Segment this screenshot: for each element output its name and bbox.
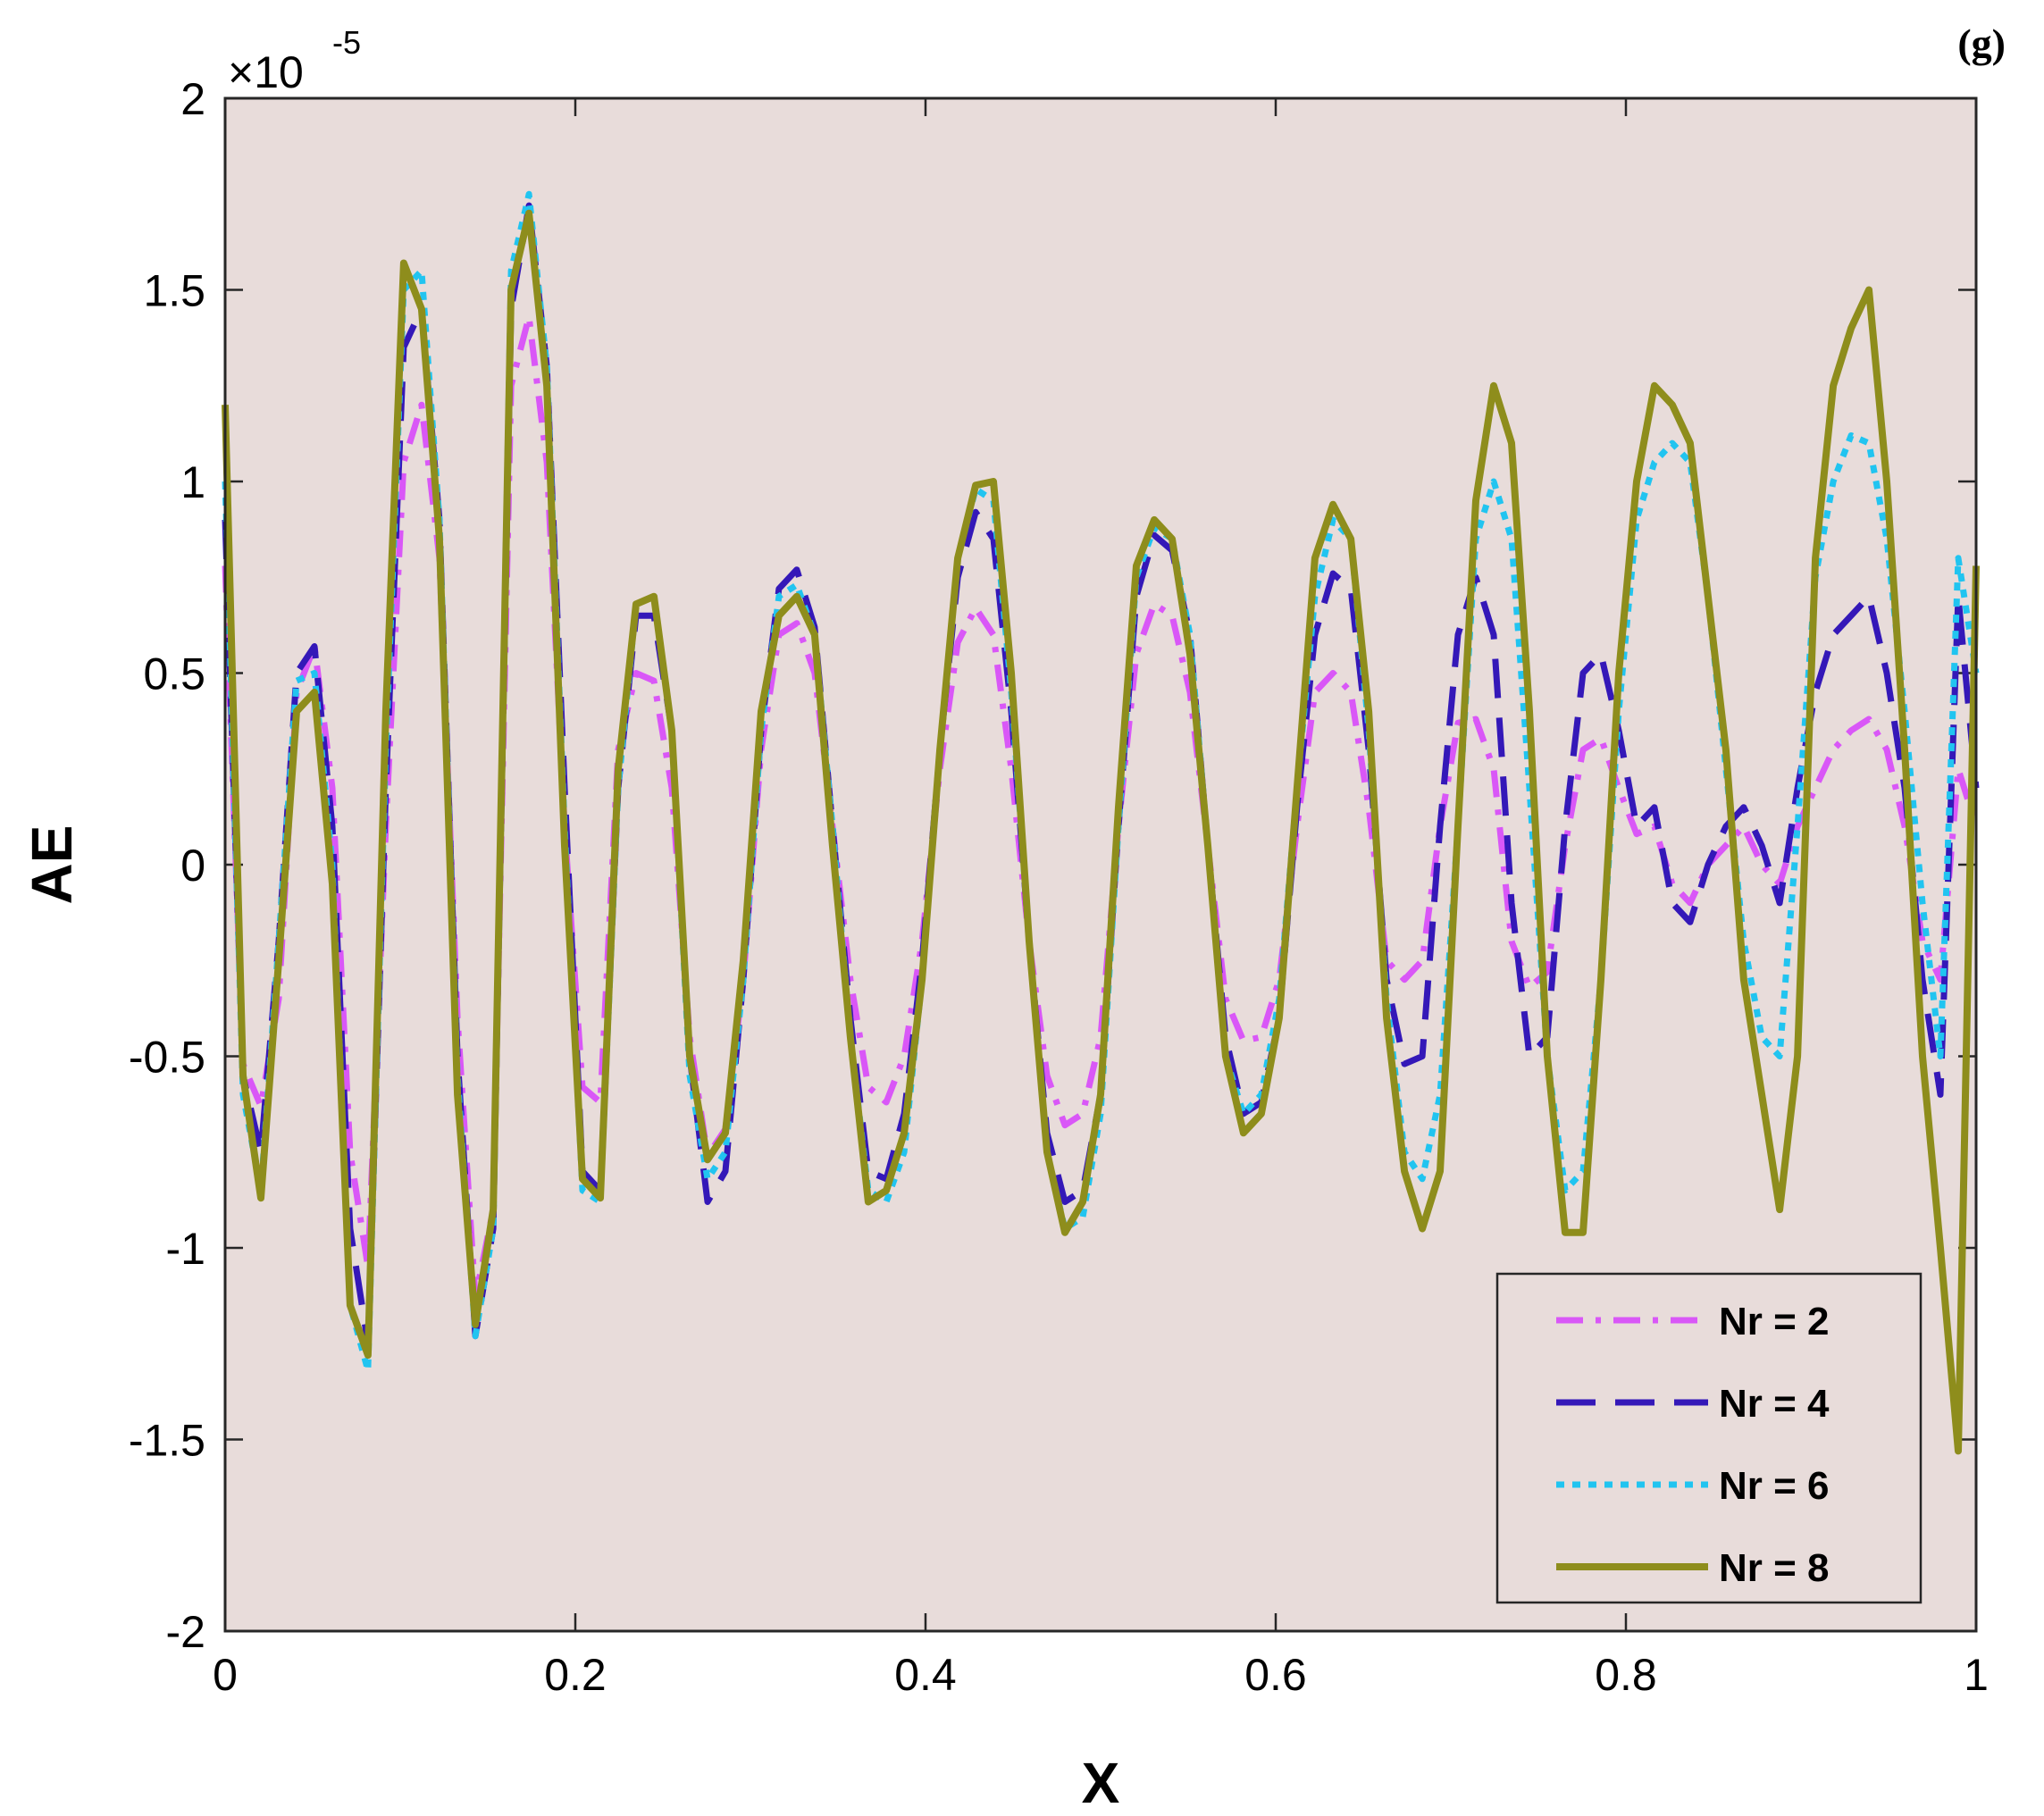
tick-labels: 0 0.2 0.4 0.6 0.8 1 2 1.5 1 0.5 0 -0.5 -1 -1.5 -2	[129, 74, 1989, 1700]
legend-label: Nr = 8	[1719, 1546, 1830, 1590]
x-tick-label: 0	[213, 1650, 238, 1700]
y-tick-label: 2	[180, 74, 205, 124]
legend-label: Nr = 6	[1719, 1464, 1830, 1508]
y-tick-label: 0	[180, 841, 205, 891]
legend-box	[1495, 1272, 1923, 1604]
legend-label: Nr = 4	[1719, 1382, 1830, 1426]
y-tick-label: -2	[166, 1607, 205, 1657]
x-tick-label: 0.6	[1244, 1650, 1307, 1700]
y-tick-label: -1.5	[129, 1416, 205, 1466]
y-tick-label: -1	[166, 1224, 205, 1274]
legend: Nr = 2 Nr = 4 Nr = 6 Nr = 8	[1495, 1272, 1923, 1604]
y-tick-label: 0.5	[143, 649, 205, 699]
series-line-nr-2	[222, 314, 1980, 1301]
x-axis-title: X	[1082, 1751, 1120, 1815]
legend-label: Nr = 2	[1719, 1300, 1830, 1343]
x-tick-label: 0.8	[1595, 1650, 1657, 1700]
series-line-nr-8	[222, 209, 1980, 1455]
y-tick-label: 1.5	[143, 266, 205, 316]
x-tick-label: 1	[1964, 1650, 1989, 1700]
x-tick-label: 0.2	[544, 1650, 607, 1700]
panel-label: (g)	[1957, 21, 2006, 66]
exponent-power: -5	[332, 24, 361, 61]
series-lines	[222, 190, 1980, 1455]
y-tick-label: 1	[180, 457, 205, 507]
y-tick-label: -0.5	[129, 1033, 205, 1083]
exponent-label: ×10 -5	[228, 24, 361, 97]
exponent-prefix: ×10	[228, 47, 304, 97]
x-tick-label: 0.4	[894, 1650, 957, 1700]
y-axis-title: AE	[20, 825, 84, 905]
plot-frame	[223, 96, 1978, 1633]
